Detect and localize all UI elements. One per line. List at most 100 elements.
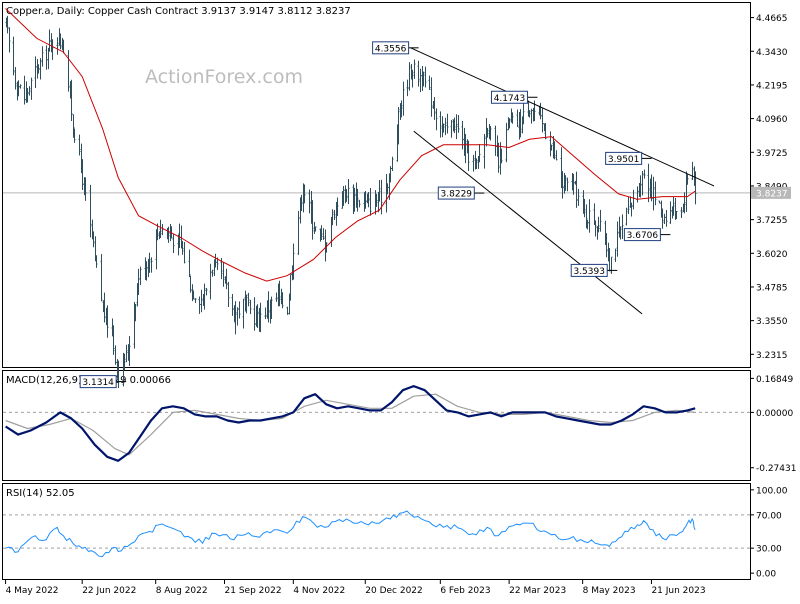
annotation-label: 3.1314 [82,378,114,388]
price-bar [643,169,646,179]
price-bar [167,226,170,243]
price-bar [497,142,500,173]
x-tick-label: 21 Sep 2022 [225,586,282,596]
price-bar [253,297,256,331]
price-bar [444,117,447,136]
price-bar [627,197,630,214]
price-bar [400,100,403,118]
price-bar [73,128,76,143]
rsi-panel-frame [2,483,751,580]
price-annotation: 3.6706 [623,228,671,242]
price-bar [669,201,672,224]
price-y-tick-label: 4.3430 [756,48,788,58]
price-bar [594,220,597,237]
price-bar [95,254,98,268]
price-bar [605,233,608,258]
macd-series-macd [5,385,696,462]
price-bar [320,225,323,240]
price-bar [467,140,470,172]
price-bar [577,188,580,206]
price-bar [286,306,289,315]
price-bar [625,207,628,226]
price-bar [472,154,475,172]
price-bar [455,114,458,140]
price-bar [267,291,270,323]
price-bar [205,288,208,296]
price-bar [72,114,75,138]
rsi-title: RSI(14) 52.05 [6,488,75,499]
price-bar [56,37,59,55]
price-bar [342,185,345,206]
rsi-layer [3,510,750,558]
price-bar [123,353,126,371]
price-bar [572,173,575,195]
price-bar [641,171,644,196]
price-bar [588,199,591,233]
axis-layer: 4.46654.34304.21954.09603.97253.84903.72… [5,14,796,596]
price-bar [188,249,191,278]
price-bar [586,219,589,230]
price-bar [647,163,650,203]
price-bar [198,296,201,314]
price-bar [539,102,542,120]
symbol-title: Copper.a, Daily: Copper Cash Contract 3.… [6,6,351,17]
price-bar [478,144,481,163]
price-bar [6,15,9,34]
price-bar [8,27,11,53]
price-bar [100,254,103,302]
price-bar [519,109,522,138]
price-bar [313,221,316,235]
price-y-tick-label: 3.4785 [756,283,788,293]
price-bar [211,269,214,277]
price-bar [424,66,427,88]
price-y-tick-label: 4.2195 [756,81,788,91]
price-bar [19,84,22,89]
price-bar [150,257,153,273]
annotation-label: 3.9501 [608,155,640,165]
price-bar [575,171,578,208]
annotation-label: 3.5393 [573,267,605,277]
x-tick-label: 8 Aug 2022 [156,586,208,596]
price-bar [30,77,33,100]
price-bar [249,299,252,315]
price-bar [453,117,456,134]
price-bar [566,177,569,192]
price-bar [619,226,622,240]
trendline-lower [413,130,643,315]
x-tick-label: 20 Dec 2022 [365,586,423,596]
price-panel-frame [2,2,751,368]
annotation-label: 4.1743 [494,94,526,104]
rsi-y-tick-label: 100.00 [756,486,788,496]
price-y-tick-label: 3.2315 [756,351,788,361]
price-bar [70,79,73,121]
rsi-y-tick-label: 30.00 [756,545,782,555]
price-bar [585,204,588,229]
price-bar [356,188,359,212]
annotation-label: 4.3556 [375,44,407,54]
price-bar [12,36,15,76]
x-tick-label: 22 Jun 2022 [82,586,136,596]
price-bar [389,166,392,183]
price-bar [200,289,203,313]
price-bar [353,187,356,212]
price-y-tick-label: 3.6020 [756,250,788,260]
price-bar [597,216,600,233]
price-bar [39,58,42,80]
price-bar [103,292,106,323]
price-bar [242,298,245,329]
price-bar [303,184,306,204]
price-bar [238,301,241,319]
macd-layer [3,385,750,462]
price-bar [610,256,613,274]
price-bar [439,111,442,138]
price-bar [483,133,486,169]
price-bar [508,118,511,129]
price-bar [358,199,361,208]
price-bar [683,192,686,214]
x-tick-label: 4 May 2022 [6,586,59,596]
price-bar [222,262,225,287]
price-bar [663,213,666,224]
price-bar [81,159,84,191]
price-bar [300,194,303,212]
